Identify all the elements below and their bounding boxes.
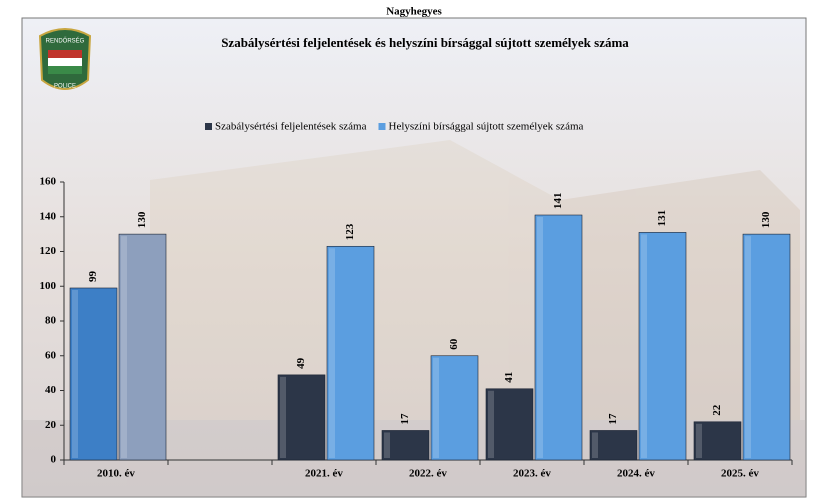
chart-subtitle: Szabálysértési feljelentések és helyszín… [221,35,629,50]
bar-highlight [384,432,390,458]
legend-swatch [205,123,212,130]
x-tick-label: 2023. év [513,468,551,480]
data-label: 17 [607,413,619,425]
y-tick-label: 140 [40,210,57,222]
x-tick-label: 2024. év [617,468,655,480]
data-label: 99 [87,270,99,282]
data-label: 130 [136,211,148,228]
legend-label: Szabálysértési feljelentések száma [215,121,367,133]
x-tick-label: 2021. év [305,468,343,480]
data-label: 17 [399,413,411,425]
data-label: 60 [448,338,460,350]
x-tick-label: 2010. év [97,468,135,480]
bar-highlight [121,236,127,458]
chart-title: Nagyhegyes [386,6,442,18]
bar-highlight [329,248,335,458]
legend-label: Helyszíni bírsággal sújtott személyek sz… [389,121,584,133]
data-label: 130 [760,211,772,228]
y-tick-label: 40 [45,384,57,396]
bar-highlight [280,377,286,458]
y-tick-label: 60 [45,349,57,361]
data-label: 41 [503,372,515,383]
data-label: 22 [711,404,723,416]
bar-highlight [592,432,598,458]
bar-highlight [488,391,494,458]
data-label: 49 [295,357,307,369]
y-tick-label: 120 [40,245,57,257]
page: Nagyhegyes Szabálysértési feljelentések … [0,0,829,500]
bar-highlight [72,290,78,458]
logo-top-text: RENDŐRSÉG [46,38,85,45]
logo: RENDŐRSÉG POLICE [40,29,90,90]
bar-highlight [745,236,751,458]
data-label: 141 [552,193,564,210]
bar-highlight [696,424,702,458]
y-tick-label: 160 [40,176,57,188]
chart: Nagyhegyes Szabálysértési feljelentések … [0,0,829,500]
bar-highlight [537,217,543,458]
y-tick-label: 20 [45,419,57,431]
legend-swatch [379,123,386,130]
x-tick-label: 2022. év [409,468,447,480]
data-label: 123 [344,223,356,240]
bar-highlight [641,234,647,458]
y-tick-label: 100 [40,280,57,292]
data-label: 131 [656,210,668,227]
bar-highlight [433,358,439,458]
logo-bottom-text: POLICE [54,84,76,90]
x-tick-label: 2025. év [721,468,759,480]
y-tick-label: 0 [51,454,57,466]
y-tick-label: 80 [45,315,57,327]
